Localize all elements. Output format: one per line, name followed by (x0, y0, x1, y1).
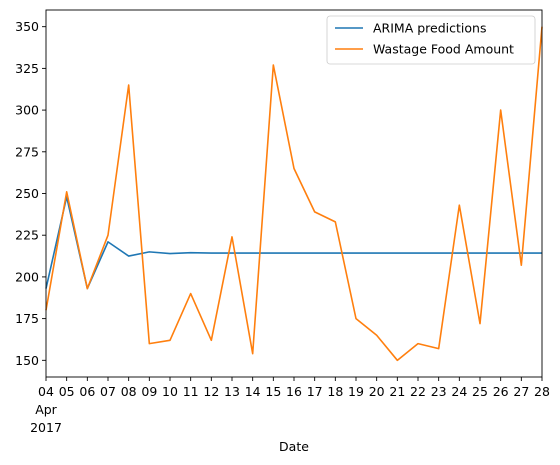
x-tick-label: 24 (451, 384, 467, 399)
x-tick-label: 20 (369, 384, 385, 399)
x-tick-label: 07 (100, 384, 116, 399)
x-tick-label: 15 (265, 384, 281, 399)
x-axis: 04 05 06 07 08 09 10 11 12 13 14 15 16 17 18 19 20 21 22 23… (38, 377, 550, 399)
x-tick-label: 28 (534, 384, 550, 399)
x-axis-year-label: 2017 (30, 420, 62, 435)
x-tick-label: 05 (59, 384, 75, 399)
y-tick-label: 200 (15, 269, 39, 284)
x-tick-label: 10 (162, 384, 178, 399)
y-tick-label: 350 (15, 19, 39, 34)
y-tick-label: 300 (15, 103, 39, 118)
x-tick-label: 23 (431, 384, 447, 399)
y-tick-label: 325 (15, 61, 39, 76)
x-tick-label: 27 (513, 384, 529, 399)
legend-label-arima: ARIMA predictions (373, 21, 486, 36)
y-tick-label: 150 (15, 353, 39, 368)
plot-background (46, 10, 542, 377)
x-tick-label: 14 (245, 384, 261, 399)
x-tick-label: 26 (493, 384, 509, 399)
x-tick-label: 17 (307, 384, 323, 399)
legend-box (326, 15, 536, 65)
x-tick-label: 08 (121, 384, 137, 399)
legend-label-wastage: Wastage Food Amount (373, 42, 514, 57)
y-tick-label: 225 (15, 228, 39, 243)
x-tick-label: 12 (203, 384, 219, 399)
x-tick-label: 16 (286, 384, 302, 399)
x-axis-title: Date (279, 439, 309, 454)
x-tick-label: 22 (410, 384, 426, 399)
x-axis-month-label: Apr (35, 402, 57, 417)
x-tick-label: 09 (141, 384, 157, 399)
x-tick-label: 13 (224, 384, 240, 399)
x-tick-label: 25 (472, 384, 488, 399)
x-tick-label: 06 (79, 384, 95, 399)
y-tick-label: 250 (15, 186, 39, 201)
series-layer (45, 26, 543, 362)
x-tick-label: 04 (38, 384, 54, 399)
y-axis: 150 175 200 225 250 275 300 325 350 (15, 19, 46, 368)
x-tick-label: 19 (348, 384, 364, 399)
x-tick-label: 21 (389, 384, 405, 399)
legend: ARIMA predictions Wastage Food Amount (326, 15, 536, 65)
y-tick-label: 175 (15, 311, 39, 326)
x-tick-label: 18 (327, 384, 343, 399)
series-line-wastage-food-amount (45, 26, 543, 362)
series-line-arima-predictions (45, 196, 542, 290)
y-tick-label: 275 (15, 144, 39, 159)
x-tick-label: 11 (183, 384, 199, 399)
